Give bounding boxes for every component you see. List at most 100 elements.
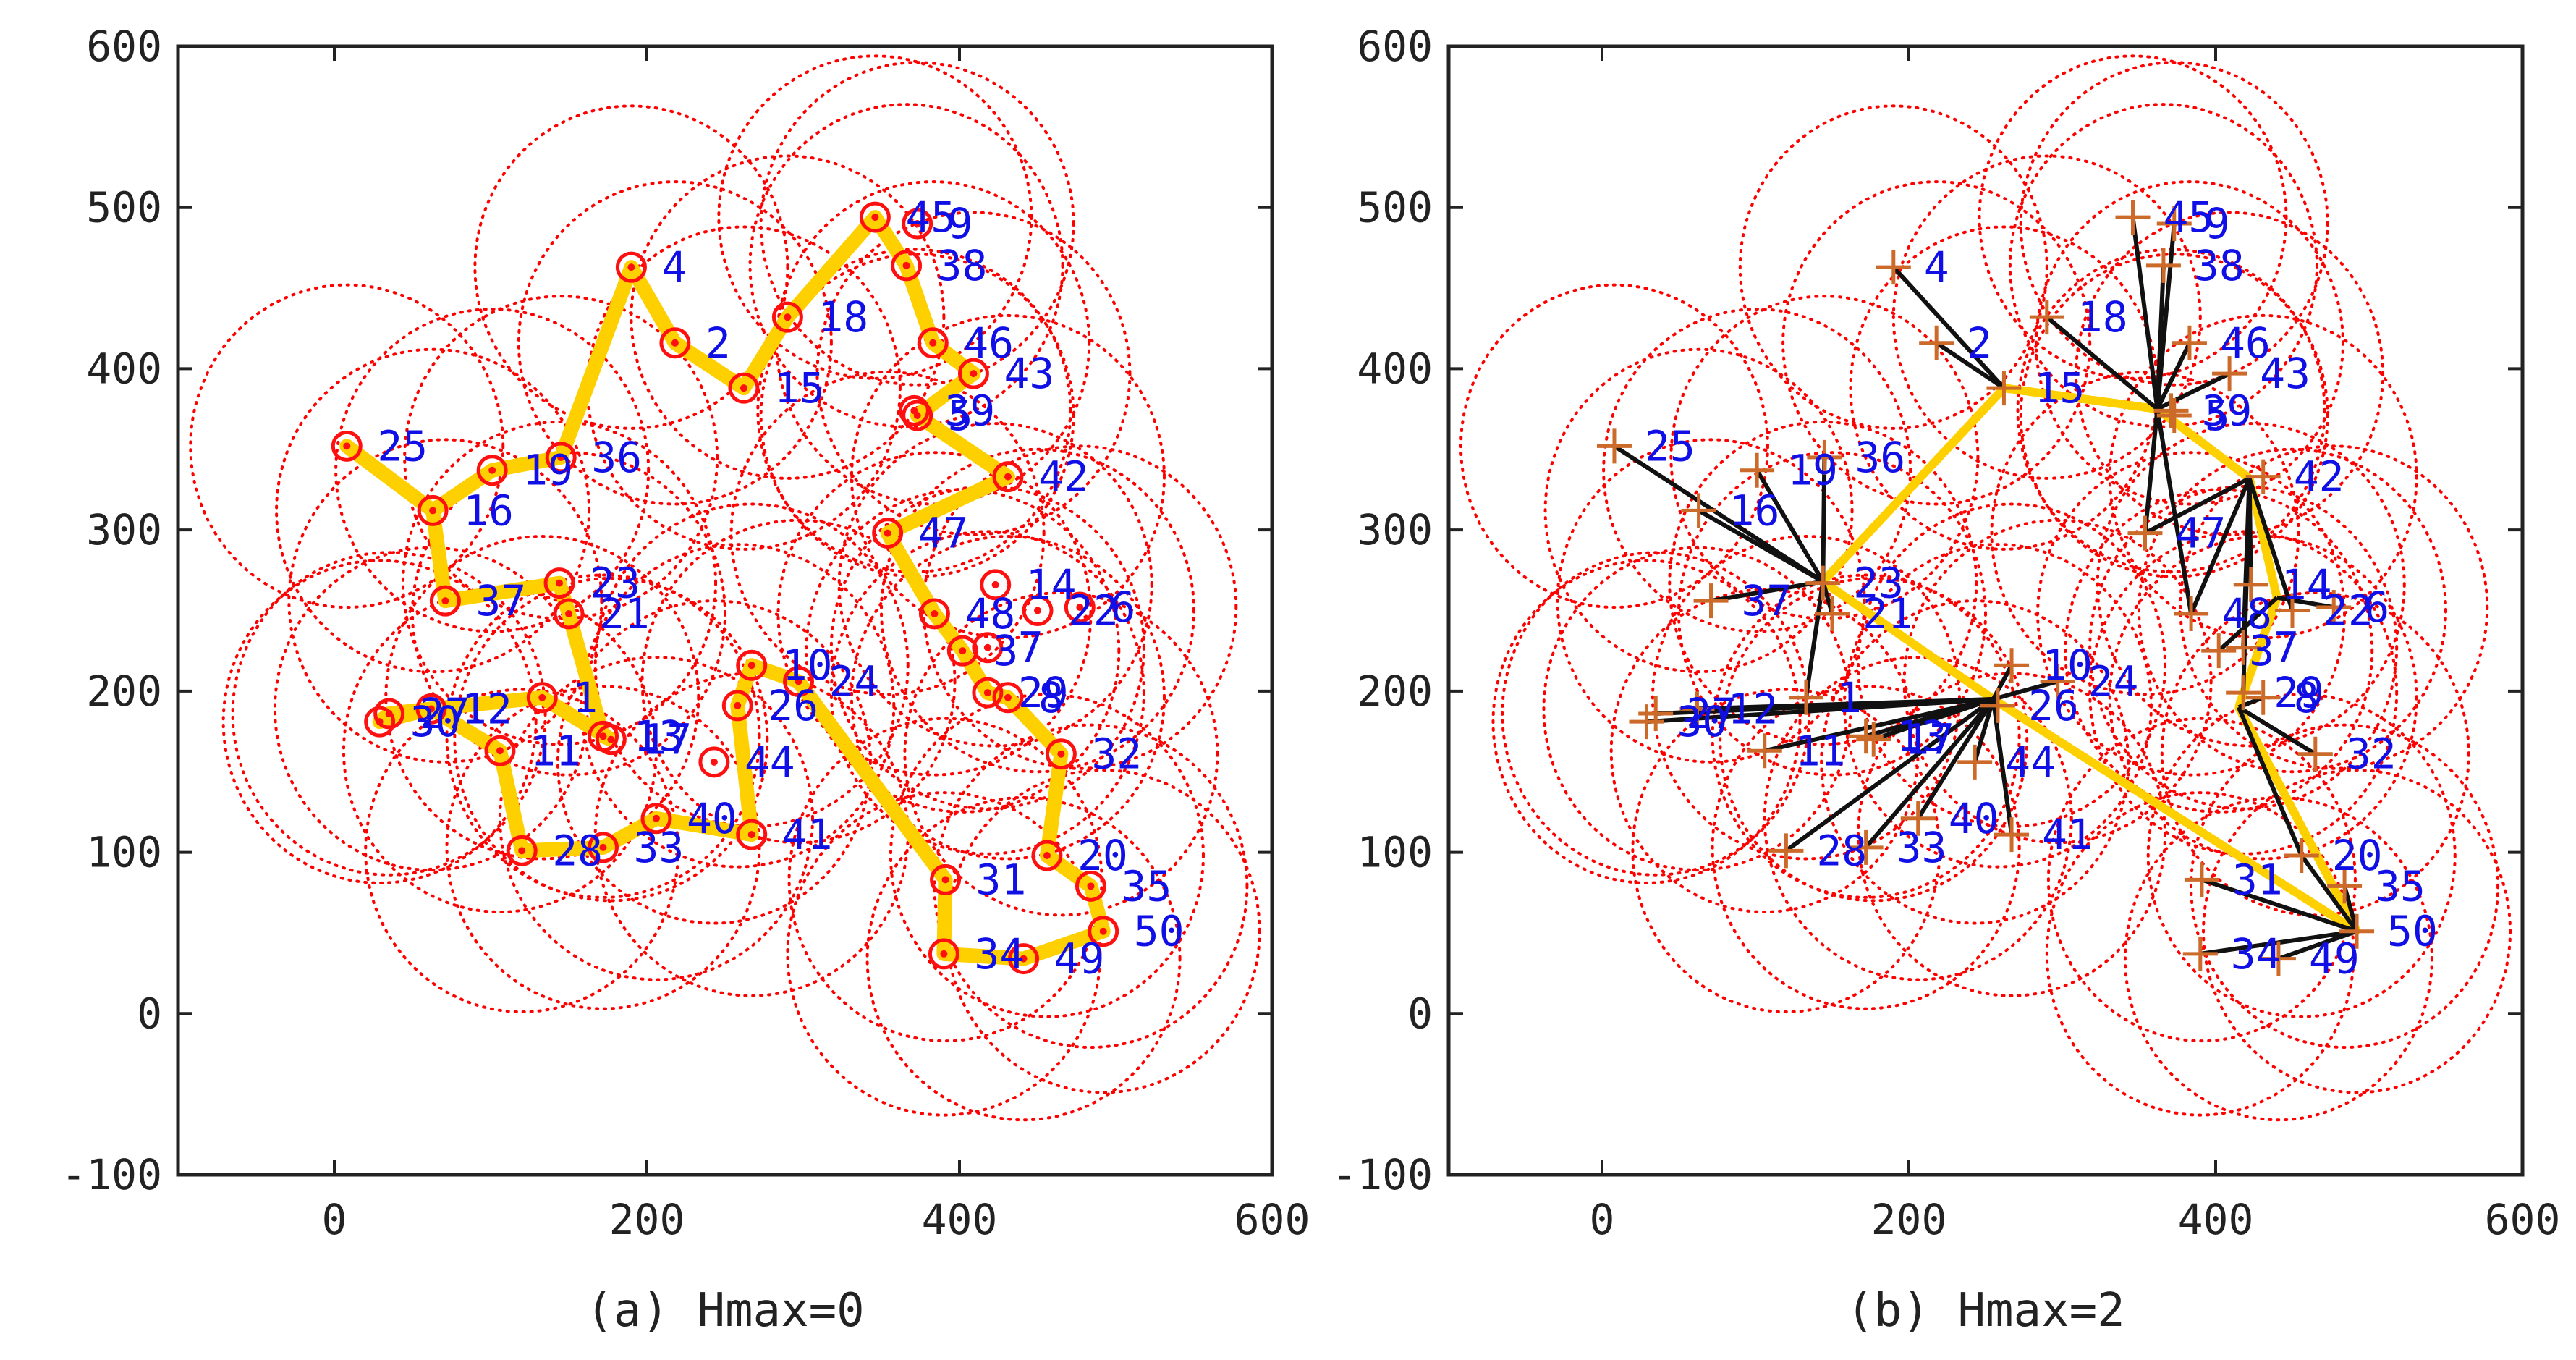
node-marker [1900,801,1936,836]
x-tick-label: 600 [2485,1195,2561,1244]
node-label: 1 [1836,673,1862,722]
x-tick-label: 200 [1871,1195,1947,1244]
node-marker [1629,704,1664,740]
node-marker [543,567,575,599]
sensing-circle [2160,591,2470,917]
node-label: 3 [993,626,1018,675]
sensing-circle [498,656,814,981]
node-marker [588,832,619,863]
node-label: 5 [2205,391,2230,440]
relay-link [2045,315,2159,411]
node-marker [736,819,768,850]
y-tick-label: 100 [86,828,162,877]
relay-links [1613,216,2359,961]
node-label: 31 [976,855,1027,904]
relay-link [2130,216,2160,410]
relay-link [1698,508,1824,584]
node-marker [980,569,1012,601]
node-marker [429,585,461,617]
node-marker [1596,428,1632,464]
node-marker [2233,567,2268,602]
node-label: 7 [2274,623,2299,672]
sensing-circle [2179,444,2489,770]
sensing-circle [364,688,680,1014]
node-marker [364,706,396,738]
sensing-circle [748,103,1064,428]
relay-link [2237,705,2317,756]
sensing-circle [630,154,946,480]
y-tick-label: 0 [1407,989,1433,1038]
node-label: 49 [2309,934,2360,984]
node-label: 14 [2281,560,2332,609]
node-marker [2284,838,2319,874]
sensing-circle [729,370,1046,696]
node-marker [1807,439,1842,475]
sensing-circle [2190,723,2500,1049]
node-label: 4 [1924,242,1949,292]
node-label: 12 [1727,684,1778,733]
node-dot [1004,473,1012,481]
node-label: 35 [1121,861,1172,911]
x-tick-label: 0 [1590,1195,1615,1244]
node-dot [913,219,921,227]
node-label: 43 [1004,349,1054,398]
node-label: 6 [1110,583,1135,632]
node-label: 23 [1853,559,1904,608]
relay-link [1864,698,1995,849]
node-dot [734,701,742,709]
sensing-circle [580,543,896,869]
node-label: 26 [2028,681,2079,730]
node-marker [891,250,923,282]
node-marker [1740,452,1775,488]
sensing-circle [334,308,651,633]
node-label: 25 [1645,421,1695,470]
node-dot [871,214,879,221]
sensing-circle [221,559,538,884]
relay-link [1755,469,1825,583]
node-label: 49 [1054,934,1105,984]
node-marker [1986,371,2022,406]
x-tick-label: 0 [322,1195,347,1244]
node-marker [992,461,1024,493]
sensing-circle [517,180,833,506]
y-tick-label: 300 [86,505,162,554]
node-label: 16 [1729,486,1780,535]
node-dot [488,466,496,474]
node-marker [972,677,1004,709]
node-label: 24 [829,656,880,706]
node-marker [698,746,730,778]
node-marker [1805,565,1841,601]
relay-link [1992,679,2059,701]
node-dot [1004,693,1012,701]
node-label: 15 [774,363,825,413]
node-marker [1693,583,1729,619]
sensing-circle [945,768,1261,1094]
node-label: 50 [2387,907,2438,956]
node-dot [671,339,679,347]
node-marker [872,518,904,549]
node-dot [1034,607,1041,614]
node-label: 28 [552,826,603,875]
node-dot [970,370,978,378]
node-label: 11 [530,726,581,775]
node-marker [902,400,933,431]
y-tick-label: -100 [61,1150,162,1199]
node-marker [2182,936,2218,971]
node-label: 47 [918,509,969,558]
node-label: 32 [1091,730,1142,779]
y-axis-a: -100 0 100 200 300 400 500 600 [61,22,1272,1199]
node-dot [376,718,384,726]
sensing-circles-b [1459,54,2512,1122]
relay-link [2247,477,2295,612]
node-label: 16 [463,486,514,535]
node-marker [972,632,1004,664]
sensing-circle [2046,717,2357,1043]
node-marker [484,735,516,766]
node-marker [859,201,891,233]
node-marker [1031,840,1063,871]
node-marker [2261,941,2296,976]
node-dot [784,313,792,321]
